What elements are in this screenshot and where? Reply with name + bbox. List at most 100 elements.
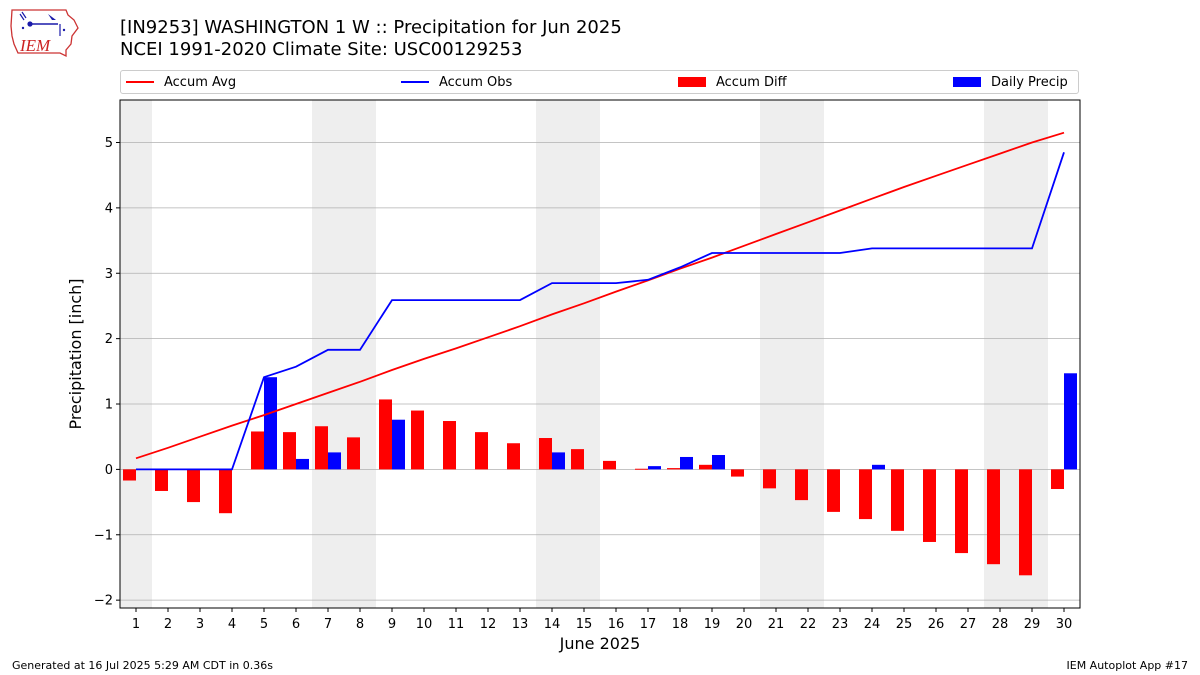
accum-diff-bar [571,449,584,470]
legend-label-accum-avg: Accum Avg [164,74,237,90]
accum-diff-bar [795,469,808,501]
x-tick-label: 26 [928,617,945,632]
x-tick-label: 30 [1056,617,1073,632]
accum-diff-bar [827,469,840,512]
legend-swatch-accum-obs [401,81,429,83]
x-tick-label: 24 [864,617,881,632]
accum-diff-bar [635,468,648,470]
accum-diff-bar [315,426,328,470]
weekend-shading [120,100,1048,608]
accum-diff-bar [155,469,168,491]
x-tick-label: 3 [196,617,204,632]
x-tick-label: 21 [768,617,785,632]
legend-swatch-accum-avg [126,81,154,83]
y-tick-label: 4 [105,201,113,216]
iowa-state-map-logo-icon [10,9,79,58]
accum-diff-bar [731,469,744,477]
weekend-band [120,100,152,608]
legend-item-accum-diff: Accum Diff [678,71,787,93]
lines [135,131,1065,471]
weekend-band [536,100,600,608]
x-tick-label: 28 [992,617,1009,632]
accum-diff-bar [699,464,712,470]
accum-avg-line [135,131,1065,460]
chart-title: [IN9253] WASHINGTON 1 W :: Precipitation… [120,17,622,38]
generated-timestamp: Generated at 16 Jul 2025 5:29 AM CDT in … [12,659,273,672]
x-tick-label: 22 [800,617,817,632]
x-tick-label: 7 [324,617,332,632]
iem-logo: IEM [10,9,79,58]
x-tick-label: 13 [512,617,529,632]
y-tick-label: 3 [105,267,113,282]
y-tick-label: 2 [105,332,113,347]
y-tick-label: 5 [105,136,113,151]
y-gridlines [120,142,1080,601]
accum-diff-bar [763,469,776,489]
x-tick-label: 27 [960,617,977,632]
y-tick-label: 0 [105,463,113,478]
accum-diff-bar [283,432,296,470]
daily-precip-bar [712,455,725,470]
accum-diff-bar [987,469,1000,565]
y-tick-label: 1 [105,398,113,413]
accum-diff-bar [251,431,264,470]
bars [123,373,1077,576]
daily-precip-bar [264,377,277,470]
x-tick-label: 8 [356,617,364,632]
x-axis-label: June 2025 [559,634,641,653]
chart-legend: Accum Avg Accum Obs Accum Diff Daily Pre… [120,70,1079,94]
accum-diff-bar [539,438,552,470]
legend-swatch-daily-precip [953,77,981,87]
accum-diff-bar [1051,469,1064,490]
accum-diff-bar [443,421,456,470]
y-tick-label: −1 [94,528,113,543]
x-tick-label: 15 [576,617,593,632]
legend-item-accum-avg: Accum Avg [126,71,236,93]
weekend-band [760,100,824,608]
daily-precip-bar [872,464,885,470]
accum-diff-bar [411,410,424,470]
accum-diff-bar [859,469,872,520]
x-tick-label: 23 [832,617,849,632]
x-tick-label: 2 [164,617,172,632]
x-tick-label: 6 [292,617,300,632]
x-tick-label: 29 [1024,617,1041,632]
x-tick-label: 4 [228,617,236,632]
accum-diff-bar [219,469,232,514]
plot-frame [119,99,1081,609]
accum-diff-bar [475,432,488,470]
x-tick-label: 20 [736,617,753,632]
accum-diff-bar [603,460,616,470]
legend-swatch-accum-diff [678,77,706,87]
x-tick-label: 25 [896,617,913,632]
iem-logo-text: IEM [19,36,51,55]
x-tick-label: 9 [388,617,396,632]
x-tick-label: 16 [608,617,625,632]
legend-label-accum-diff: Accum Diff [716,74,787,90]
accum-diff-bar [187,469,200,503]
accum-obs-line [136,152,1065,471]
accum-diff-bar [923,469,936,542]
accum-diff-bar [1019,469,1032,576]
legend-item-accum-obs: Accum Obs [401,71,512,93]
legend-item-daily-precip: Daily Precip [953,71,1068,93]
x-tick-label: 5 [260,617,268,632]
x-tick-label: 17 [640,617,657,632]
accum-diff-bar [379,399,392,470]
accum-diff-bar [955,469,968,554]
daily-precip-bar [680,456,693,470]
legend-label-daily-precip: Daily Precip [991,74,1068,90]
x-tick-label: 1 [132,617,140,632]
x-tick-label: 11 [448,617,465,632]
daily-precip-bar [296,458,309,470]
daily-precip-bar [392,419,405,470]
x-tick-label: 14 [544,617,561,632]
chart-subtitle: NCEI 1991-2020 Climate Site: USC00129253 [120,39,523,60]
app-identifier: IEM Autoplot App #17 [1066,659,1189,672]
x-tick-label: 19 [704,617,721,632]
accum-diff-bar [667,468,680,470]
daily-precip-bar [1064,373,1077,470]
daily-precip-bar [552,452,565,470]
accum-diff-bar [507,443,520,470]
